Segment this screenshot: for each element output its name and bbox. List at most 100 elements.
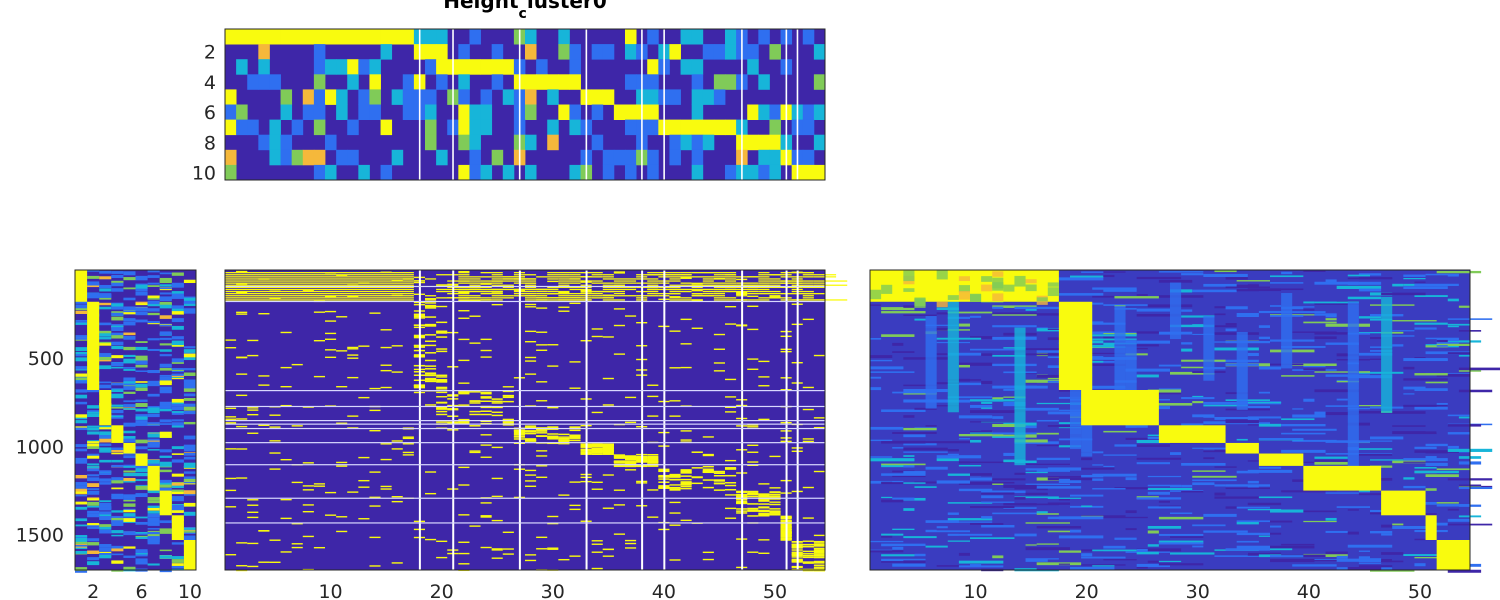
scatter-dash — [813, 354, 825, 357]
scatter-dash — [525, 559, 537, 562]
x-tick-label: 6 — [136, 581, 148, 600]
cluster-dash — [436, 348, 448, 350]
accent-cell — [981, 284, 993, 292]
cluster-stripe — [669, 299, 703, 301]
texture-streak — [1047, 377, 1059, 380]
cluster-dash — [602, 451, 614, 454]
noise-stripe — [99, 459, 112, 463]
noise-stripe — [183, 368, 196, 371]
cluster-dash — [469, 391, 481, 393]
heatmap-cell — [458, 134, 470, 151]
scatter-dash — [669, 524, 681, 526]
noise-stripe — [135, 307, 148, 311]
heatmap-cell — [247, 29, 259, 45]
noise-stripe — [135, 403, 148, 407]
noise-stripe — [87, 538, 100, 542]
texture-streak — [1303, 270, 1326, 272]
scatter-dash — [247, 499, 259, 501]
accent-cell — [903, 270, 915, 282]
texture-streak — [970, 315, 982, 318]
noise-stripe — [99, 337, 112, 340]
heatmap-cell — [425, 89, 437, 105]
noise-stripe — [111, 407, 124, 409]
column-band — [1070, 338, 1082, 450]
cluster-dash — [602, 446, 614, 448]
scatter-dash — [802, 486, 814, 489]
noise-stripe — [171, 565, 184, 568]
texture-streak — [1225, 323, 1237, 326]
texture-streak — [1103, 288, 1137, 292]
scatter-dash — [347, 284, 359, 286]
cluster-dash — [436, 413, 448, 416]
heatmap-cell — [769, 164, 781, 181]
noise-stripe — [75, 518, 88, 522]
cluster-stripe — [613, 293, 625, 295]
texture-streak — [1403, 286, 1448, 290]
cluster-stripe — [680, 282, 692, 284]
heatmap-cell — [691, 149, 704, 166]
noise-stripe — [135, 408, 148, 412]
noise-stripe — [123, 358, 136, 363]
cluster-stripe — [758, 290, 781, 293]
cluster-stripe — [491, 288, 525, 291]
texture-streak — [1236, 280, 1270, 282]
scatter-dash — [536, 349, 548, 351]
heatmap-cell — [491, 44, 504, 60]
noise-stripe — [87, 550, 100, 554]
texture-streak — [1003, 503, 1037, 506]
texture-streak — [981, 525, 1015, 528]
heatmap-cell — [691, 74, 704, 90]
cluster-dash — [613, 457, 625, 459]
noise-stripe — [123, 555, 136, 558]
noise-stripe — [159, 481, 172, 485]
noise-stripe — [75, 335, 88, 339]
scatter-dash — [280, 385, 292, 388]
texture-streak — [1147, 475, 1182, 478]
texture-streak — [892, 563, 926, 567]
scatter-dash — [591, 540, 603, 542]
heatmap-cell — [380, 119, 393, 136]
noise-stripe — [135, 381, 148, 383]
scatter-dash — [613, 271, 625, 273]
cluster-dash — [680, 475, 692, 477]
heatmap-cell — [225, 29, 237, 45]
accent-cell — [903, 288, 915, 292]
scatter-dash — [758, 483, 770, 485]
texture-streak — [1092, 338, 1137, 341]
noise-stripe — [87, 542, 100, 546]
cluster-dash — [425, 368, 437, 370]
texture-streak — [1070, 494, 1104, 497]
scatter-dash — [758, 360, 770, 363]
texture-streak — [1214, 466, 1237, 468]
noise-stripe — [87, 526, 100, 529]
texture-streak — [1092, 385, 1126, 389]
cluster-stripe — [780, 282, 803, 284]
noise-stripe — [159, 376, 172, 381]
accent-cell — [958, 291, 970, 300]
texture-streak — [1403, 477, 1415, 480]
texture-streak — [1158, 533, 1204, 536]
texture-streak — [1458, 354, 1470, 357]
texture-streak — [1225, 399, 1270, 401]
noise-stripe — [147, 459, 160, 464]
noise-stripe — [87, 410, 100, 414]
noise-stripe — [183, 301, 196, 304]
texture-streak — [1381, 335, 1415, 337]
scatter-dash — [725, 378, 737, 381]
texture-streak — [881, 334, 915, 337]
texture-streak — [1136, 563, 1170, 568]
texture-streak — [1147, 530, 1159, 534]
scatter-dash — [747, 424, 759, 426]
noise-stripe — [123, 322, 136, 326]
texture-streak — [1447, 352, 1470, 355]
texture-streak — [1236, 289, 1259, 292]
noise-stripe — [159, 408, 172, 412]
heatmap-cell — [702, 134, 715, 151]
heatmap-cell — [669, 134, 681, 151]
cluster-dash — [436, 391, 448, 394]
cluster-dash — [813, 550, 825, 552]
noise-stripe — [123, 438, 136, 443]
scatter-dash — [502, 386, 514, 388]
texture-streak — [992, 325, 1037, 328]
heatmap-cell — [669, 44, 681, 60]
